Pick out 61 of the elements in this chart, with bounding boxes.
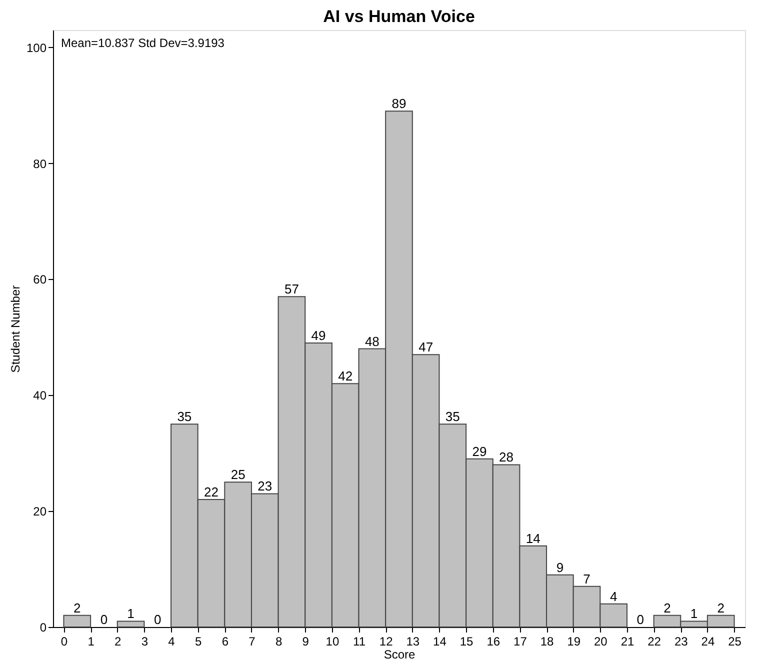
data-label: 14 [526, 530, 540, 546]
data-label: 0 [154, 612, 162, 627]
x-axis-title: Score [384, 648, 416, 662]
x-tick-label: 0 [60, 634, 68, 648]
x-tick-label: 19 [567, 634, 581, 648]
data-label: 4 [610, 588, 618, 604]
data-label: 35 [445, 409, 460, 424]
x-tick-label: 11 [353, 634, 366, 648]
data-label: 48 [364, 334, 380, 349]
data-label: 89 [392, 96, 406, 112]
y-tick-label: 20 [33, 504, 47, 519]
data-label: 23 [258, 478, 272, 494]
x-tick-label: 24 [701, 634, 715, 648]
x-tick-label: 16 [486, 634, 500, 648]
data-label: 7 [583, 571, 590, 586]
x-tick-label: 21 [620, 634, 634, 648]
data-label: 42 [338, 368, 353, 384]
data-label: 0 [100, 612, 108, 627]
x-tick-label: 17 [514, 634, 528, 648]
x-tick-label: 20 [594, 634, 608, 648]
data-label: 28 [499, 450, 514, 465]
data-label: 22 [204, 484, 218, 500]
data-label: 2 [74, 600, 81, 616]
x-tick-label: 25 [728, 634, 742, 648]
data-label: 0 [636, 612, 644, 627]
x-tick-label: 14 [433, 634, 447, 648]
x-tick-label: 4 [168, 634, 176, 648]
x-tick-label: 23 [674, 634, 688, 648]
x-tick-label: 8 [275, 634, 282, 648]
data-label: 47 [418, 340, 434, 355]
y-tick-label: 80 [33, 156, 47, 171]
data-label: 1 [690, 606, 698, 622]
x-tick-label: 5 [194, 634, 202, 648]
data-label: 25 [230, 467, 246, 482]
x-tick-label: 12 [379, 634, 394, 648]
x-tick-label: 1 [88, 634, 95, 648]
y-tick-label: 0 [40, 620, 47, 634]
y-axis-title: Student Number [8, 285, 22, 373]
data-label: 9 [556, 560, 564, 575]
x-tick-label: 22 [648, 634, 662, 648]
data-label: 2 [664, 600, 671, 616]
y-tick-label: 40 [33, 388, 47, 403]
data-label: 57 [284, 282, 299, 297]
x-tick-label: 3 [141, 634, 148, 648]
chart-title: AI vs Human Voice [323, 7, 475, 26]
data-label: 29 [472, 444, 487, 459]
x-tick-label: 6 [222, 634, 229, 648]
data-label: 2 [717, 600, 724, 616]
y-tick-label: 100 [26, 40, 47, 55]
x-tick-label: 13 [406, 634, 420, 648]
annotation: Mean=10.837 Std Dev=3.9193 [61, 36, 225, 50]
x-tick-label: 15 [460, 634, 474, 648]
data-label: 35 [177, 409, 192, 424]
x-tick-label: 9 [302, 634, 310, 648]
data-label: 49 [311, 328, 326, 343]
y-tick-label: 60 [33, 272, 47, 287]
x-tick-label: 18 [540, 634, 554, 648]
x-tick-label: 10 [326, 634, 340, 648]
x-tick-label: 2 [114, 634, 122, 648]
data-label: 1 [127, 606, 134, 622]
x-tick-label: 7 [248, 634, 256, 648]
